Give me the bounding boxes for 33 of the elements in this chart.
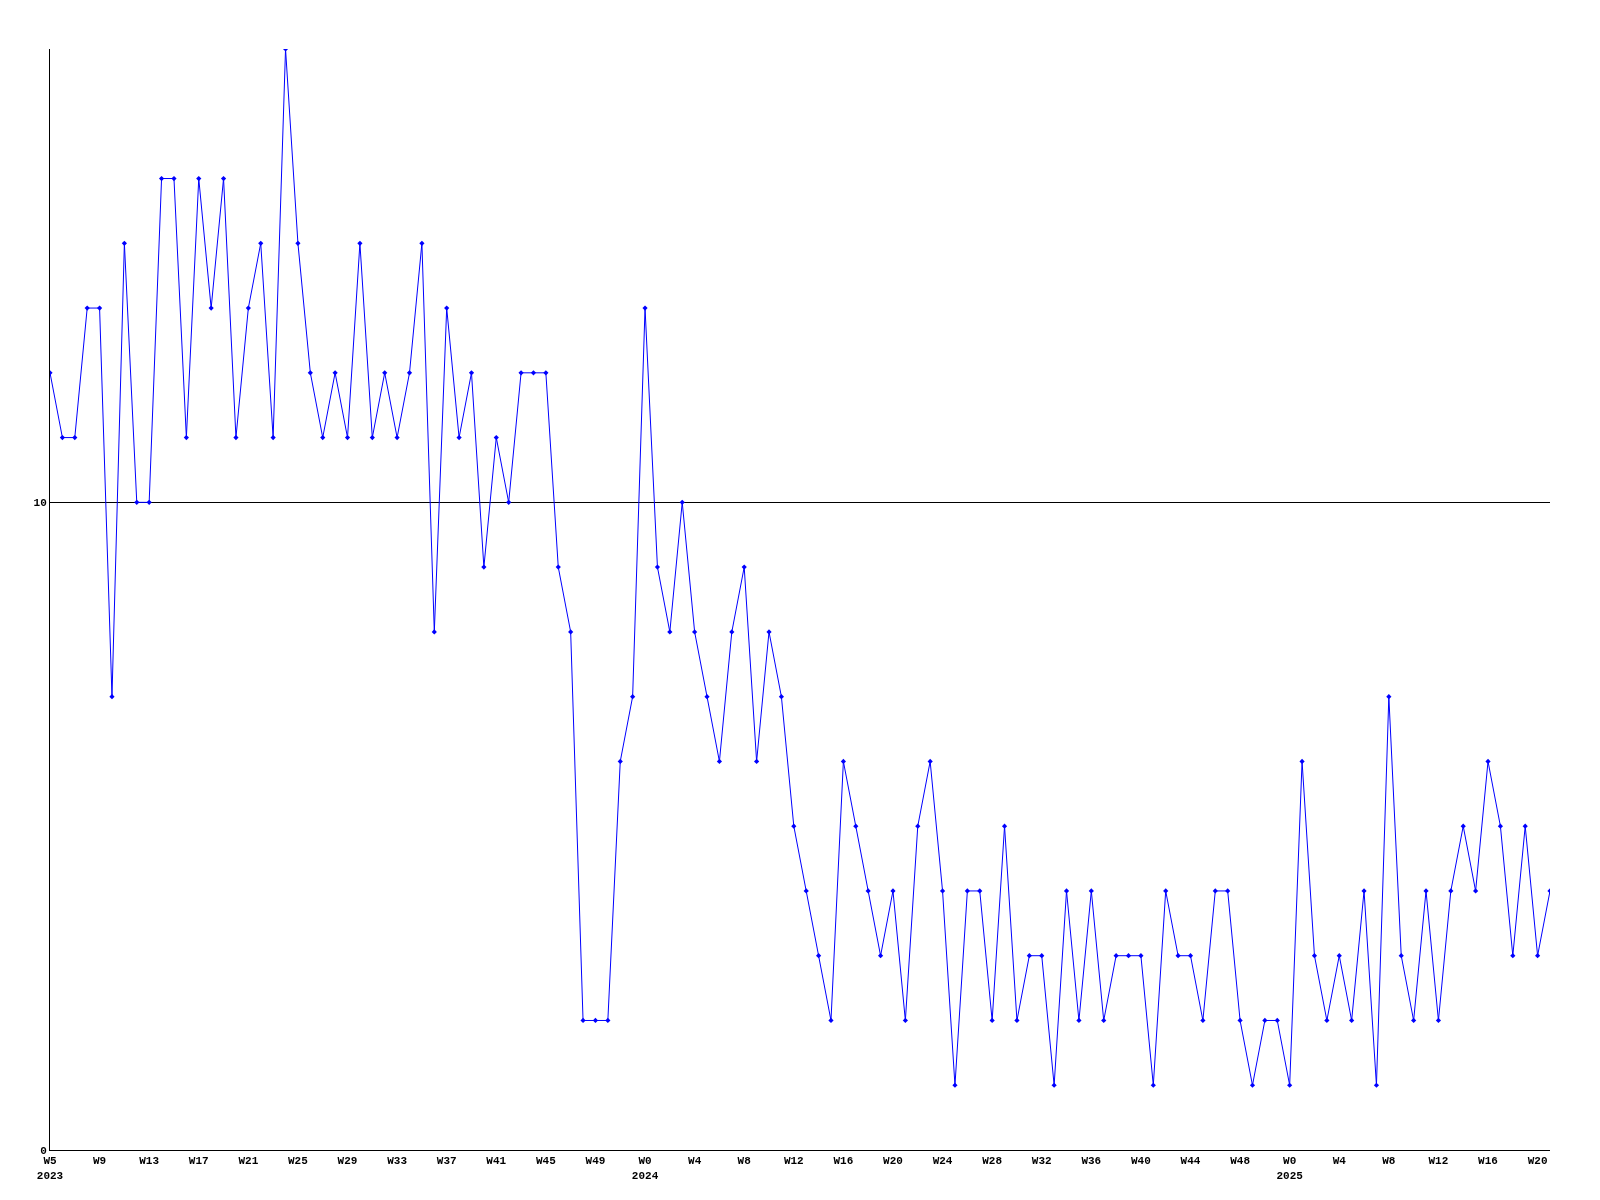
x-tick-label: W41 xyxy=(486,1155,507,1168)
x-tick-label: W12 xyxy=(1428,1155,1449,1168)
y-tick-label: 10 xyxy=(33,497,47,510)
x-tick-label: W45 xyxy=(535,1155,557,1168)
x-tick-label: W29 xyxy=(337,1155,358,1168)
x-tick-label: W0 2024 xyxy=(631,1155,659,1182)
x-tick-label: W33 xyxy=(387,1155,408,1168)
x-tick-label: W36 xyxy=(1081,1155,1102,1168)
y-tick-label: 0 xyxy=(40,1144,47,1157)
x-tick-label: W21 xyxy=(238,1155,259,1168)
x-tick-label: W25 xyxy=(288,1155,309,1168)
x-tick-label: W16 xyxy=(1478,1155,1498,1168)
x-tick-label: W8 xyxy=(1382,1155,1396,1168)
x-tick-label: W12 xyxy=(783,1155,804,1168)
x-tick-label: W48 xyxy=(1230,1155,1251,1168)
x-tick-label: W9 xyxy=(92,1155,107,1168)
x-tick-label: W20 xyxy=(883,1155,903,1168)
x-tick-label: W20 xyxy=(1527,1155,1548,1168)
x-tick-label: W44 xyxy=(1180,1155,1201,1168)
x-tick-label: W5 2023 xyxy=(36,1155,64,1182)
x-tick-label: W4 xyxy=(688,1155,702,1168)
x-tick-label: W17 xyxy=(188,1155,209,1168)
x-tick-label: W8 xyxy=(737,1155,752,1168)
x-tick-label: W40 xyxy=(1131,1155,1151,1168)
x-tick-label: W49 xyxy=(585,1155,606,1168)
x-tick-label: W37 xyxy=(436,1155,457,1168)
x-tick-label: W16 xyxy=(833,1155,854,1168)
x-tick-label: W32 xyxy=(1031,1155,1052,1168)
x-tick-label: W28 xyxy=(982,1155,1003,1168)
x-tick-label: W24 xyxy=(932,1155,953,1168)
x-tick-label: W0 2025 xyxy=(1276,1155,1304,1182)
x-tick-label: W4 xyxy=(1332,1155,1347,1168)
x-tick-label: W13 xyxy=(139,1155,160,1168)
